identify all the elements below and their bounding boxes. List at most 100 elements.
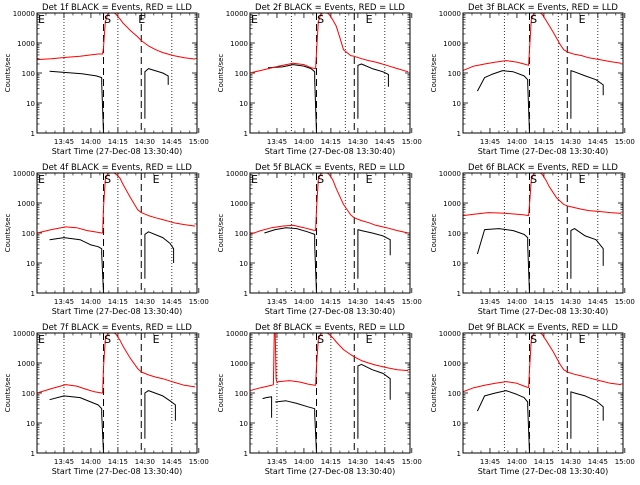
x-tick-label: 13:45 (267, 298, 287, 306)
detector-panel: Det 1f BLACK = Events, RED = LLD Counts/s… (4, 3, 209, 156)
x-tick-label: 14:30 (135, 138, 155, 146)
orbit-marker-label: E (579, 13, 586, 26)
y-tick-label: 1 (457, 450, 461, 458)
x-tick-label: 14:30 (348, 458, 368, 466)
y-tick-label: 1000 (443, 360, 461, 368)
y-tick-label: 1000 (443, 200, 461, 208)
y-tick-label: 1000 (230, 40, 248, 48)
orbit-marker-label: E (153, 173, 160, 186)
y-tick-label: 1 (31, 290, 35, 298)
x-tick-label: 14:30 (561, 298, 581, 306)
x-axis-label: Start Time (27-Dec-08 13:30:40) (265, 147, 396, 156)
plot-frame (249, 172, 411, 294)
events-series-line (570, 70, 604, 119)
orbit-marker-label: E (251, 13, 258, 26)
panel-title: Det 6f BLACK = Events, RED = LLD (468, 163, 618, 173)
y-tick-label: 10 (26, 420, 35, 428)
x-tick-label: 14:30 (348, 138, 368, 146)
y-tick-label: 10 (26, 100, 35, 108)
y-tick-label: 1 (31, 450, 35, 458)
y-tick-label: 10 (26, 260, 35, 268)
x-axis-label: Start Time (27-Dec-08 13:30:40) (478, 307, 609, 316)
y-tick-label: 100 (22, 70, 35, 78)
y-tick-label: 1 (31, 130, 35, 138)
x-tick-label: 14:15 (534, 458, 554, 466)
y-tick-label: 10 (239, 420, 248, 428)
orbit-marker-label: S (104, 13, 111, 26)
x-tick-label: 14:45 (588, 138, 608, 146)
orbit-marker-label: E (38, 333, 45, 346)
x-axis-label: Start Time (27-Dec-08 13:30:40) (52, 307, 183, 316)
detector-panel: Det 2f BLACK = Events, RED = LLD Counts/s… (217, 3, 422, 156)
x-tick-label: 13:45 (267, 458, 287, 466)
y-axis-label: Counts/sec (430, 214, 438, 253)
x-tick-label: 14:45 (162, 458, 182, 466)
x-tick-label: 14:00 (294, 138, 314, 146)
orbit-marker-label: E (366, 173, 373, 186)
events-series-line (264, 227, 317, 293)
plot-frame (36, 332, 198, 454)
detector-panel: Det 4f BLACK = Events, RED = LLD Counts/s… (4, 163, 209, 316)
lld-series-line (250, 333, 409, 392)
series-group (250, 333, 409, 453)
x-axis-label: Start Time (27-Dec-08 13:30:40) (265, 307, 396, 316)
orbit-marker-label: S (317, 13, 324, 26)
x-tick-label: 14:15 (534, 138, 554, 146)
y-tick-label: 100 (448, 230, 461, 238)
y-tick-label: 10000 (13, 10, 35, 18)
y-tick-label: 10000 (439, 10, 461, 18)
events-series-line (476, 390, 530, 453)
y-tick-label: 10 (239, 100, 248, 108)
y-tick-label: 100 (22, 230, 35, 238)
x-tick-label: 14:45 (588, 298, 608, 306)
y-tick-label: 1 (244, 130, 248, 138)
x-tick-label: 14:00 (507, 138, 527, 146)
y-axis-label: Counts/sec (217, 214, 225, 253)
y-tick-label: 1000 (230, 200, 248, 208)
lld-series-line (37, 13, 196, 61)
x-tick-label: 14:00 (294, 458, 314, 466)
orbit-marker-label: E (38, 173, 45, 186)
orbit-marker-label: S (530, 333, 537, 346)
y-tick-label: 100 (22, 390, 35, 398)
events-series-line (262, 396, 273, 418)
y-tick-label: 10000 (439, 330, 461, 338)
detector-panel: Det 7f BLACK = Events, RED = LLD Counts/s… (4, 323, 209, 476)
x-axis-label: Start Time (27-Dec-08 13:30:40) (52, 467, 183, 476)
orbit-marker-label: E (138, 13, 145, 26)
x-tick-label: 14:15 (108, 298, 128, 306)
orbit-marker-label: S (104, 333, 111, 346)
y-axis-label: Counts/sec (430, 374, 438, 413)
x-tick-label: 14:30 (348, 298, 368, 306)
x-tick-label: 14:30 (135, 458, 155, 466)
x-tick-label: 13:45 (480, 298, 500, 306)
x-tick-label: 14:30 (561, 138, 581, 146)
orbit-marker-label: E (579, 173, 586, 186)
events-series-line (267, 64, 317, 133)
y-axis-label: Counts/sec (430, 54, 438, 93)
y-tick-label: 10 (452, 100, 461, 108)
orbit-marker-label: S (317, 333, 324, 346)
y-tick-label: 1000 (230, 360, 248, 368)
series-group (37, 13, 196, 133)
panel-title: Det 1f BLACK = Events, RED = LLD (42, 3, 192, 13)
events-series-line (357, 63, 389, 119)
lld-series-line (250, 13, 409, 74)
detector-panel: Det 8f BLACK = Events, RED = LLD Counts/s… (217, 323, 422, 476)
y-tick-label: 10000 (226, 330, 248, 338)
x-tick-label: 15:00 (189, 298, 209, 306)
plot-frame (36, 172, 198, 294)
events-series-line (144, 68, 169, 119)
x-tick-label: 14:45 (162, 298, 182, 306)
x-tick-label: 14:30 (135, 298, 155, 306)
orbit-marker-label: E (366, 333, 373, 346)
y-tick-label: 100 (235, 70, 248, 78)
x-tick-label: 14:00 (81, 298, 101, 306)
plot-frame (462, 12, 624, 134)
y-axis-label: Counts/sec (4, 54, 12, 93)
detector-panel: Det 5f BLACK = Events, RED = LLD Counts/s… (217, 163, 422, 316)
y-tick-label: 1 (457, 290, 461, 298)
y-tick-label: 1 (457, 130, 461, 138)
y-tick-label: 10 (452, 260, 461, 268)
